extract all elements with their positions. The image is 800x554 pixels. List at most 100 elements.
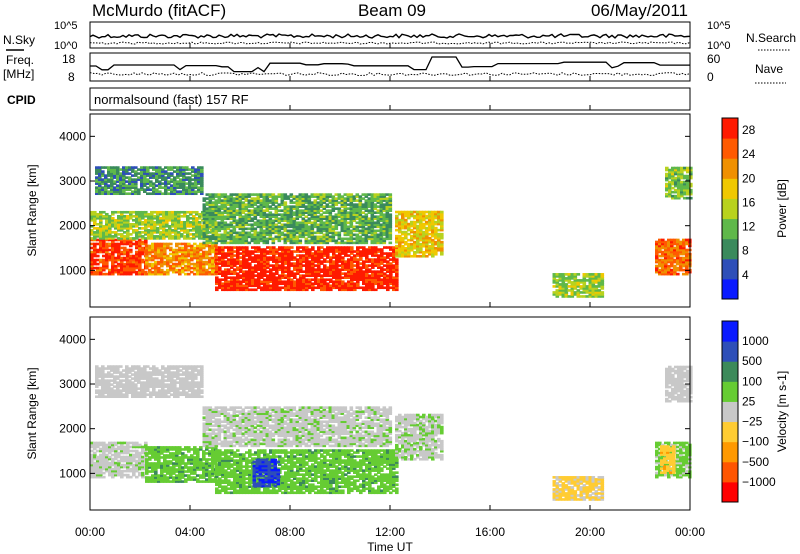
- power-cell: [382, 239, 387, 243]
- power-cell: [434, 246, 438, 250]
- velocity-cell: [99, 443, 103, 447]
- power-cell: [307, 203, 312, 206]
- power-cell: [218, 248, 222, 251]
- power-cell: [145, 272, 149, 276]
- power-cell: [192, 214, 196, 218]
- power-cell: [169, 252, 173, 256]
- power-cell: [416, 216, 420, 220]
- power-cell: [110, 166, 114, 169]
- power-cell: [379, 209, 384, 212]
- power-cell: [437, 222, 441, 226]
- power-cell: [183, 235, 187, 238]
- power-cell: [341, 262, 345, 265]
- power-cell: [323, 288, 327, 292]
- velocity-cell: [123, 449, 127, 453]
- power-cell: [343, 221, 348, 225]
- power-cell: [260, 256, 264, 259]
- power-cell: [346, 229, 351, 233]
- power-cell: [347, 284, 351, 288]
- velocity-cell: [96, 443, 100, 447]
- power-cell: [196, 266, 200, 270]
- power-cell: [194, 180, 198, 183]
- power-cell: [275, 250, 279, 253]
- power-cell: [353, 260, 357, 263]
- power-cell: [169, 242, 173, 246]
- power-cell: [269, 248, 273, 251]
- power-cell: [284, 282, 288, 286]
- power-cell: [299, 274, 303, 277]
- power-cell: [168, 218, 172, 222]
- power-cell: [683, 168, 687, 172]
- power-cell: [221, 258, 225, 261]
- power-cell: [398, 242, 402, 246]
- velocity-cell: [99, 463, 103, 467]
- power-cell: [292, 211, 297, 214]
- power-cell: [671, 186, 675, 190]
- power-cell: [295, 225, 300, 229]
- power-cell: [250, 239, 255, 243]
- power-cell: [685, 256, 689, 260]
- power-cell: [655, 244, 659, 248]
- power-cell: [437, 246, 441, 250]
- power-cell: [434, 220, 438, 224]
- power-cell: [183, 210, 187, 214]
- power-cell: [221, 278, 225, 282]
- power-cell: [323, 284, 327, 288]
- power-cell: [383, 256, 387, 259]
- power-cell: [129, 214, 133, 218]
- power-cell: [347, 282, 351, 286]
- power-cell: [353, 268, 357, 271]
- power-cell: [202, 235, 207, 239]
- power-cell: [343, 199, 348, 202]
- power-cell: [280, 233, 285, 237]
- power-cell: [431, 242, 435, 246]
- power-cell: [323, 254, 327, 257]
- power-cell: [311, 260, 315, 263]
- power-cell: [305, 272, 309, 275]
- power-cell: [256, 195, 261, 198]
- power-cell: [239, 248, 243, 251]
- power-cell: [236, 286, 240, 290]
- power-cell: [215, 248, 219, 251]
- power-cell: [295, 195, 300, 198]
- power-cell: [135, 254, 139, 258]
- power-cell: [313, 211, 318, 214]
- power-cell: [674, 196, 678, 200]
- power-cell: [247, 217, 252, 221]
- power-cell: [229, 241, 234, 245]
- power-cell: [111, 225, 115, 228]
- power-cell: [223, 239, 228, 243]
- power-cell: [99, 214, 103, 218]
- power-cell: [395, 260, 399, 263]
- power-cell: [685, 258, 689, 262]
- power-cell: [356, 264, 360, 267]
- power-cell: [274, 195, 279, 198]
- power-cell: [244, 207, 249, 210]
- power-cell: [155, 184, 159, 187]
- power-cell: [174, 231, 178, 234]
- power-cell: [140, 174, 144, 177]
- power-cell: [233, 260, 237, 263]
- power-cell: [132, 218, 136, 222]
- power-cell: [383, 280, 387, 284]
- power-cell: [313, 205, 318, 208]
- power-cell: [90, 264, 94, 268]
- power-cell: [138, 266, 142, 270]
- power-cell: [134, 192, 138, 196]
- power-cell: [117, 242, 121, 246]
- power-cell: [316, 231, 321, 235]
- velocity-cell: [108, 471, 112, 475]
- power-cell: [183, 237, 187, 240]
- power-cell: [317, 252, 321, 255]
- power-cell: [325, 193, 330, 196]
- power-cell: [226, 217, 231, 221]
- power-cell: [253, 231, 258, 235]
- power-cell: [410, 228, 414, 232]
- power-cell: [160, 256, 164, 260]
- power-cell: [135, 229, 139, 232]
- velocity-cell: [120, 459, 124, 463]
- power-cell: [677, 180, 681, 184]
- power-cell: [361, 193, 366, 196]
- power-cell: [221, 272, 225, 275]
- power-cell: [269, 252, 273, 255]
